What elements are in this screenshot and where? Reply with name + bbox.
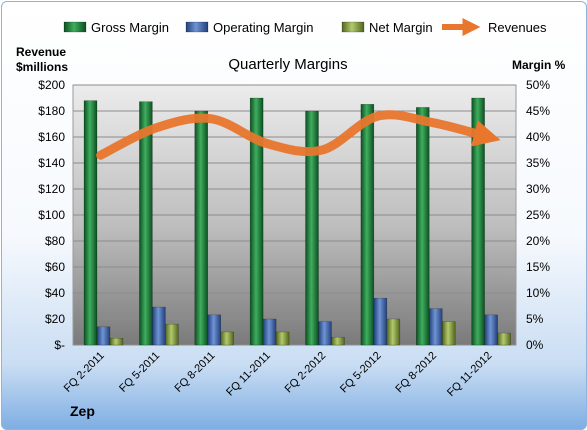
operating-margin-bar (429, 308, 443, 346)
y-left-tick-label: $20 (45, 312, 65, 326)
net-margin-bar (442, 321, 456, 346)
legend-label: Gross Margin (91, 20, 169, 35)
legend-swatch (63, 21, 87, 33)
net-margin-bar (109, 337, 124, 346)
net-margin-bar (220, 331, 234, 346)
y-right-tick-label: 10% (526, 286, 550, 300)
x-tick-label: FQ 2-2012 (283, 350, 329, 396)
y-left-tick-label: $80 (45, 234, 65, 248)
y-right-tick-label: 40% (526, 130, 550, 144)
legend-label: Operating Margin (213, 20, 313, 35)
gross-margin-bar (139, 101, 153, 346)
y-right-tick-label: 30% (526, 182, 550, 196)
net-margin-bar (165, 323, 179, 346)
bars (83, 97, 511, 346)
y-right-tick-label: 20% (526, 234, 550, 248)
operating-margin-bar (484, 314, 498, 346)
y-right-tick-label: 0% (526, 338, 544, 352)
operating-margin-bar (318, 321, 332, 346)
legend-swatch (341, 21, 365, 33)
net-margin-bar (275, 331, 290, 346)
operating-margin-bar (373, 297, 388, 346)
x-tick-label: FQ 5-2011 (117, 350, 162, 395)
axis-ticks: $- 0% $20 5% $40 10% $60 15% $80 20% $100 25% $120 30… (38, 78, 550, 352)
net-margin-bar (331, 336, 345, 346)
y-left-label-line2: $millions (16, 60, 68, 74)
x-tick-label: FQ 8-2012 (393, 350, 439, 396)
y-left-tick-label: $40 (45, 286, 65, 300)
y-left-tick-label: $160 (38, 130, 65, 144)
x-axis-ticks: FQ 2-2011 FQ 5-2011 FQ 8-2011 FQ 11-2011 FQ … (62, 350, 495, 399)
operating-margin-bar (152, 306, 166, 346)
gross-margin-bar (360, 103, 375, 346)
gross-margin-bar (416, 107, 430, 346)
company-label: Zep (70, 403, 95, 419)
x-tick-label: FQ 2-2011 (62, 350, 107, 395)
y-right-label: Margin % (512, 58, 566, 72)
legend-swatch (185, 21, 209, 33)
net-margin-bar (386, 318, 401, 346)
x-tick-label: FQ 11-2011 (224, 350, 273, 399)
x-tick-label: FQ 8-2011 (172, 350, 217, 395)
gross-margin-bar (83, 100, 98, 346)
y-right-tick-label: 45% (526, 104, 550, 118)
operating-margin-bar (96, 326, 111, 346)
x-tick-label: FQ 5-2012 (338, 350, 384, 396)
revenue-line (96, 110, 501, 160)
legend-label: Revenues (488, 20, 547, 35)
y-right-tick-label: 35% (526, 156, 550, 170)
y-right-tick-label: 5% (526, 312, 544, 326)
y-right-tick-label: 50% (526, 78, 550, 92)
y-right-tick-label: 25% (526, 208, 550, 222)
y-left-tick-label: $180 (38, 104, 65, 118)
net-margin-bar (497, 332, 511, 346)
gross-margin-bar (305, 110, 319, 346)
gross-margin-bar (471, 97, 485, 346)
y-left-tick-label: $60 (45, 260, 65, 274)
y-left-tick-label: $200 (38, 78, 65, 92)
x-tick-label: FQ 11-2012 (445, 350, 494, 399)
gross-margin-bar (249, 97, 264, 346)
y-left-label-line1: Revenue (16, 45, 66, 59)
revenue-line-path (96, 110, 501, 160)
operating-margin-bar (262, 318, 277, 346)
y-left-tick-label: $100 (38, 208, 65, 222)
y-right-tick-label: 15% (526, 260, 550, 274)
legend-label: Net Margin (369, 20, 433, 35)
y-left-tick-label: $120 (38, 182, 65, 196)
operating-margin-bar (207, 314, 221, 346)
y-left-tick-label: $- (54, 338, 65, 352)
y-left-tick-label: $140 (38, 156, 65, 170)
legend: Gross Margin Operating Margin Net Margin Re… (63, 18, 547, 36)
gross-margin-bar (194, 110, 208, 346)
chart-title: Quarterly Margins (228, 56, 347, 73)
